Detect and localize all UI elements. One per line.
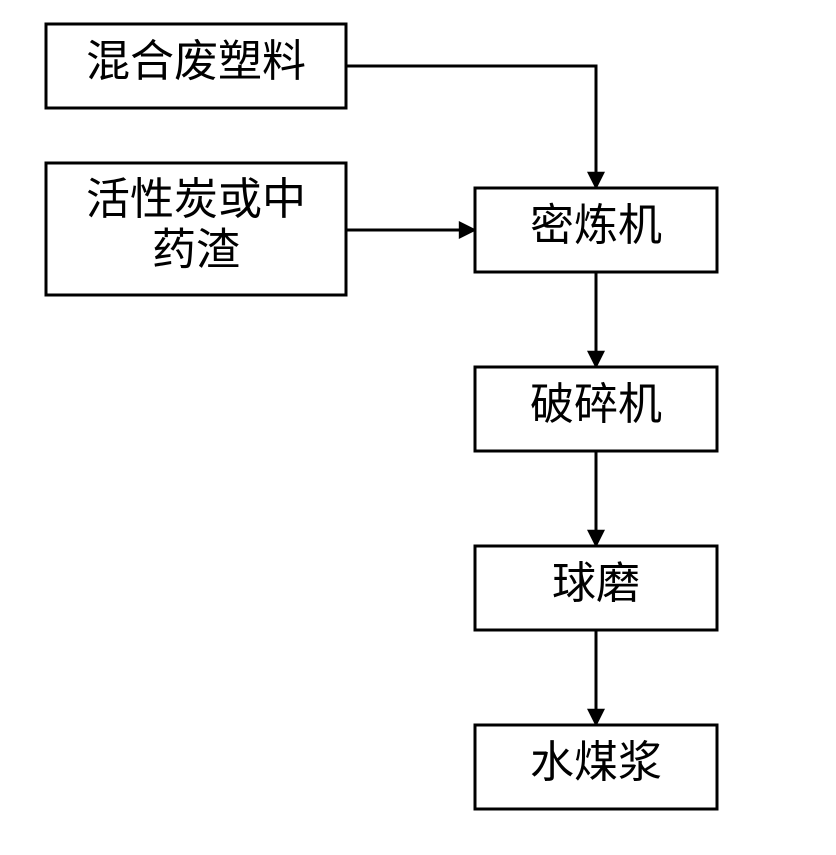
node-n2: 活性炭或中药渣 (46, 163, 346, 295)
node-n3: 密炼机 (475, 188, 717, 272)
node-n2-label-line-1: 药渣 (152, 225, 240, 274)
node-n5: 球磨 (475, 546, 717, 630)
node-n1-label-line-0: 混合废塑料 (86, 37, 306, 86)
node-n4-label-line-0: 破碎机 (530, 380, 662, 429)
flowchart-svg: 混合废塑料活性炭或中药渣 密炼机破碎机球磨水煤浆 (0, 0, 836, 855)
node-n5-label-line-0: 球磨 (552, 559, 640, 608)
node-n3-label-line-0: 密炼机 (530, 201, 662, 250)
node-n4: 破碎机 (475, 367, 717, 451)
edge-n1-n3 (346, 66, 596, 188)
node-n6-label-line-0: 水煤浆 (530, 738, 662, 787)
node-n2-label-line-0: 活性炭或中 (86, 175, 306, 224)
node-n1: 混合废塑料 (46, 24, 346, 108)
node-n6: 水煤浆 (475, 725, 717, 809)
